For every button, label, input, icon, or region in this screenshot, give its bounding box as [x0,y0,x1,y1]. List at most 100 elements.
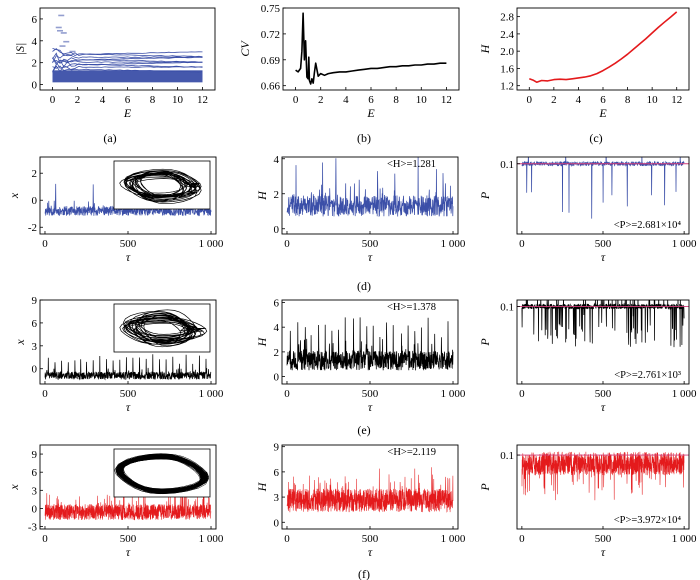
x-axis-label: τ [368,545,373,559]
panel-label: (e) [357,423,370,437]
y-tick-label: 6 [32,467,38,479]
x-axis-label: τ [126,400,131,414]
x-tick-label: 1 000 [199,388,224,400]
panel-e1: 0 500 1 000 0 3 6 9 τ x [13,295,224,414]
plot-area [52,14,203,83]
y-tick-label: 0 [32,195,38,207]
inset-attractor [114,453,209,495]
y-tick-label: 6 [32,318,38,330]
y-tick-label: 2 [274,347,280,359]
x-tick-label: 2 [318,94,324,106]
y-tick-label: 0.72 [261,29,280,41]
panel-d2: 0 500 1 000 0 2 4 τ H <H>=1.281 [255,154,466,264]
y-tick-label: 2 [32,168,38,180]
annotation-label: <H>=2.119 [387,447,436,458]
x-tick-label: 1 000 [672,533,697,545]
panel-f2: 0 500 1 000 0 3 6 9 τ H <H>=2.119 [255,442,466,559]
annotation-label: <H>=1.378 [387,302,436,313]
x-tick-label: 1 000 [441,388,466,400]
panel-f1: 0 500 1 000 -3 0 3 6 9 τ x [7,444,224,559]
x-tick-label: 1 000 [441,533,466,545]
plot-area [286,317,454,371]
series-line [44,485,212,521]
y-tick-label: 9 [32,295,38,307]
x-tick-label: 4 [576,94,582,106]
y-axis-label: x [7,484,21,491]
y-axis-label: x [7,192,21,199]
y-tick-label: 3 [32,341,38,353]
scatter-point-5 [63,40,70,43]
series-line [529,11,678,83]
x-tick-label: 500 [362,388,379,400]
x-tick-label: 0 [293,94,299,106]
y-tick-label: 9 [274,442,280,454]
x-axis-label: τ [368,400,373,414]
annotation-label: <P>=2.681×10⁴ [614,220,682,231]
panel-c: 0 2 4 6 8 10 12 1.2 1.6 2.0 2.4 2.8 E H [478,7,690,120]
scatter-point-4 [59,45,66,47]
x-axis-label: τ [126,545,131,559]
x-tick-label: 12 [671,94,682,106]
x-tick-label: 1 000 [441,238,466,250]
plot-area [517,451,689,501]
x-tick-label: 0 [42,388,48,400]
series-line [44,177,212,217]
plot-area [286,467,454,513]
x-axis-label: E [366,106,375,120]
inset-attractor [119,309,208,348]
x-axis-label: τ [368,250,373,264]
y-tick-label: 1.6 [500,63,514,75]
x-tick-label: 0 [284,238,290,250]
x-tick-label: 1 000 [199,533,224,545]
series-line [295,12,447,85]
x-tick-label: 500 [120,388,137,400]
x-axis-label: τ [601,400,606,414]
scatter-point-6 [69,50,76,53]
y-axis-label: P [478,191,492,200]
panel-label: (a) [103,131,116,145]
x-tick-label: 500 [120,238,137,250]
plot-area [286,157,454,217]
x-tick-label: 500 [120,533,137,545]
y-tick-label: 0 [274,224,280,236]
x-tick-label: 0 [42,533,48,545]
x-tick-label: 0 [519,533,525,545]
annotation-label: <P>=3.972×10⁴ [614,515,682,526]
series-line [521,451,685,501]
panel-label: (c) [589,131,602,145]
x-tick-label: 8 [150,94,156,106]
series-line-3 [52,57,203,69]
x-tick-label: 0 [50,94,56,106]
y-tick-label: 0.66 [261,81,281,93]
scatter-point-2 [58,14,65,17]
y-tick-label: 3 [274,492,280,504]
x-axis-label: τ [601,250,606,264]
inset-attractor [119,168,202,205]
x-tick-label: 4 [100,94,106,106]
y-axis-label: H [255,190,269,201]
y-tick-label: 6 [274,467,280,479]
x-tick-label: 0 [527,94,533,106]
plot-area [44,177,212,217]
series-band [52,70,203,83]
x-tick-label: 6 [600,94,606,106]
plot-area [44,485,212,521]
x-tick-label: 500 [595,238,612,250]
panel-f3: 0 500 1 000 0.1 τ P <P>=3.972×10⁴ [478,444,697,559]
x-tick-label: 4 [343,94,349,106]
x-tick-label: 8 [393,94,399,106]
plot-area [295,12,447,85]
y-tick-label: 0.69 [261,55,281,67]
y-axis-label: CV [238,40,252,57]
x-tick-label: 500 [595,388,612,400]
x-tick-label: 8 [625,94,631,106]
plot-area [517,157,689,219]
x-tick-label: 500 [362,533,379,545]
y-tick-label: 0 [32,364,38,376]
y-tick-label: 0 [32,503,38,515]
series-line [286,467,454,513]
series-line [521,157,685,219]
y-axis-label: H [255,481,269,492]
x-axis-label: τ [126,250,131,264]
